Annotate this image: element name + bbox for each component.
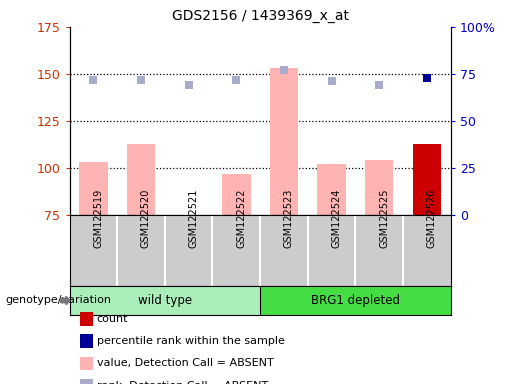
Text: GSM122525: GSM122525	[379, 189, 389, 248]
Title: GDS2156 / 1439369_x_at: GDS2156 / 1439369_x_at	[171, 9, 349, 23]
Text: BRG1 depleted: BRG1 depleted	[311, 294, 400, 307]
Text: GSM122521: GSM122521	[188, 189, 199, 248]
Bar	[127, 144, 156, 215]
Text: GSM122520: GSM122520	[141, 189, 151, 248]
Bar	[270, 68, 298, 215]
Bar	[413, 144, 441, 215]
Bar	[317, 164, 346, 215]
Text: GSM122522: GSM122522	[236, 189, 246, 248]
Bar	[79, 162, 108, 215]
Text: GSM122523: GSM122523	[284, 189, 294, 248]
Bar	[70, 286, 260, 315]
Text: GSM122526: GSM122526	[427, 189, 437, 248]
Text: genotype/variation: genotype/variation	[5, 295, 111, 306]
Text: GSM122524: GSM122524	[332, 189, 341, 248]
Text: GSM122519: GSM122519	[93, 189, 104, 248]
Bar	[222, 174, 250, 215]
Text: percentile rank within the sample: percentile rank within the sample	[97, 336, 285, 346]
Text: wild type: wild type	[138, 294, 192, 307]
Text: rank, Detection Call = ABSENT: rank, Detection Call = ABSENT	[97, 381, 268, 384]
Bar	[260, 286, 451, 315]
Text: count: count	[97, 314, 128, 324]
Text: value, Detection Call = ABSENT: value, Detection Call = ABSENT	[97, 358, 273, 368]
Bar	[365, 161, 393, 215]
